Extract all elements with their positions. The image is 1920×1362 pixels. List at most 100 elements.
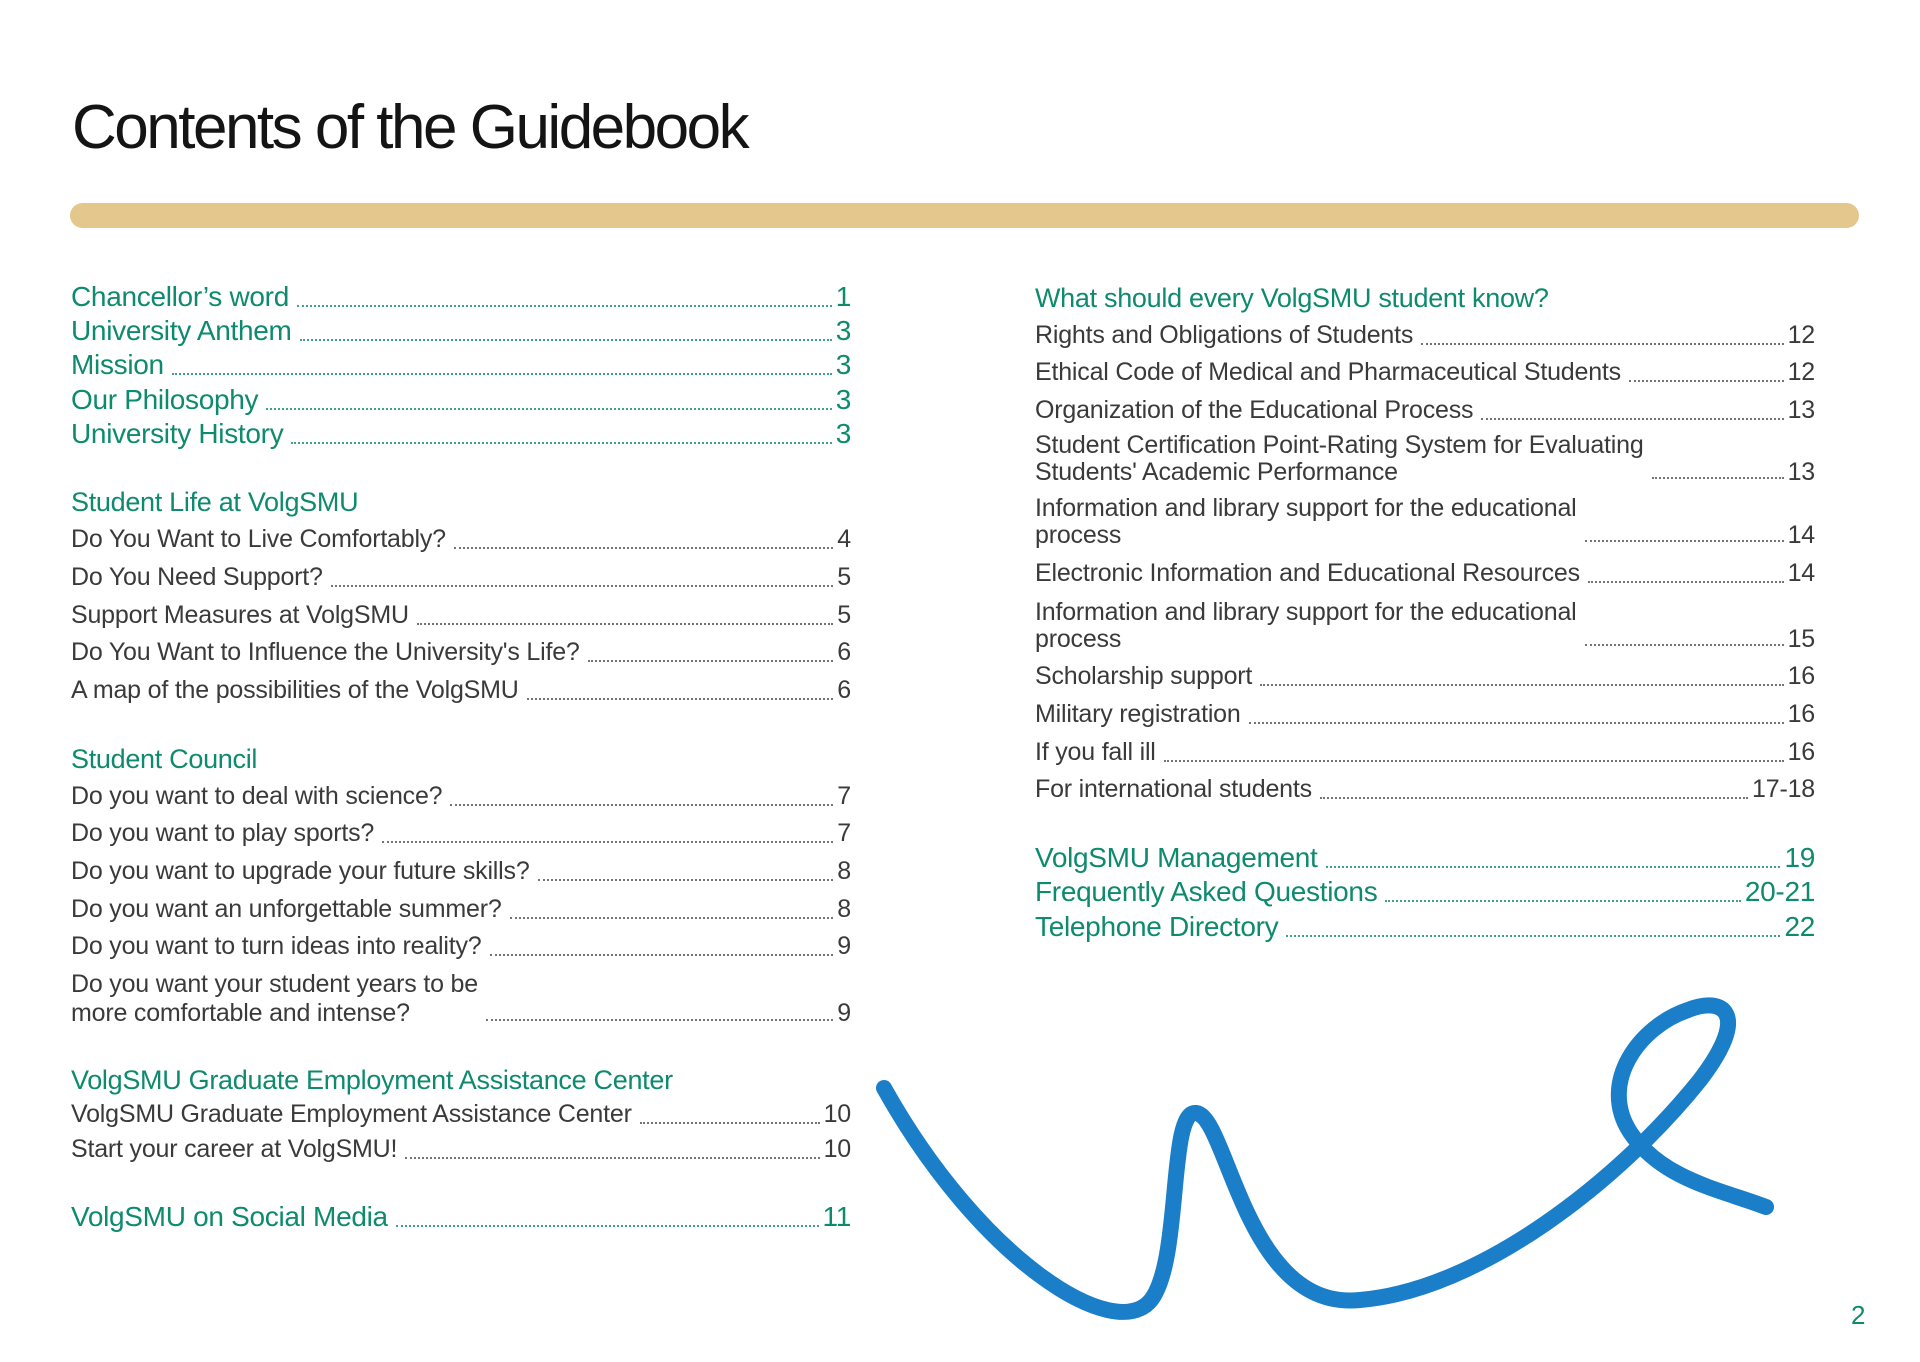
toc-entry[interactable]: Do You Want to Live Comfortably? 4 xyxy=(71,522,851,556)
toc-entry-label-line: Student Council xyxy=(71,744,258,774)
dotted-leader xyxy=(489,954,834,956)
dotted-leader xyxy=(1248,722,1784,724)
toc-entry-label: If you fall ill xyxy=(1035,735,1156,769)
toc-entry[interactable]: Do you want to turn ideas into reality? 9 xyxy=(71,929,851,963)
toc-entry[interactable]: Information and library support for the … xyxy=(1035,598,1815,653)
toc-entry-label: Information and library support for the … xyxy=(1035,598,1577,653)
toc-entry[interactable]: A map of the possibilities of the VolgSM… xyxy=(71,673,851,707)
toc-entry-label-line: Students' Academic Performance xyxy=(1035,457,1398,486)
toc-entry[interactable]: Do you want to play sports? 7 xyxy=(71,816,851,850)
toc-page-number: 9 xyxy=(837,932,851,960)
toc-entry[interactable]: Do you want to upgrade your future skill… xyxy=(71,854,851,888)
toc-entry[interactable]: Do You Want to Influence the University'… xyxy=(71,635,851,669)
toc-page-number: 11 xyxy=(822,1201,852,1232)
toc-entry-label: VolgSMU on Social Media xyxy=(71,1200,388,1234)
toc-entry[interactable]: Scholarship support 16 xyxy=(1035,659,1815,693)
toc-page-number: 3 xyxy=(835,384,852,415)
toc-entry[interactable]: Chancellor’s word 1 xyxy=(71,280,851,314)
toc-entry-label: A map of the possibilities of the VolgSM… xyxy=(71,673,519,707)
toc-entry[interactable]: Military registration 16 xyxy=(1035,697,1815,731)
toc-entry-label-line: VolgSMU Management xyxy=(1035,842,1318,873)
toc-entry-label-line: Rights and Obligations of Students xyxy=(1035,321,1414,349)
toc-entry-label: Do you want an unforgettable summer? xyxy=(71,892,502,926)
toc-entry-label: VolgSMU Graduate Employment Assistance C… xyxy=(71,1097,632,1131)
toc-page-number: 7 xyxy=(837,819,851,847)
toc-entry-label-line: process xyxy=(1035,520,1122,549)
toc-page-number: 13 xyxy=(1787,396,1816,424)
toc-entry[interactable]: VolgSMU Management 19 xyxy=(1035,841,1815,875)
toc-entry[interactable]: Student Certification Point-Rating Syste… xyxy=(1035,431,1815,486)
toc-page-number: 6 xyxy=(837,676,851,704)
toc-entry-label: VolgSMU Graduate Employment Assistance C… xyxy=(71,1063,673,1097)
toc-entry-label-line: Do you want to play sports? xyxy=(71,819,375,847)
toc-entry[interactable]: For international students 17-18 xyxy=(1035,772,1815,806)
toc-page-number: 3 xyxy=(835,418,852,449)
dotted-leader xyxy=(291,442,832,444)
toc-entry[interactable]: Ethical Code of Medical and Pharmaceutic… xyxy=(1035,355,1815,389)
toc-entry-label-line: Do you want to deal with science? xyxy=(71,782,443,810)
toc-entry-label-line: Chancellor’s word xyxy=(71,281,289,312)
toc-entry-label: Start your career at VolgSMU! xyxy=(71,1132,397,1166)
toc-entry-label: For international students xyxy=(1035,772,1312,806)
toc-entry[interactable]: Start your career at VolgSMU! 10 xyxy=(71,1132,851,1166)
toc-entry[interactable]: Information and library support for the … xyxy=(1035,494,1816,549)
toc-page-number: 3 xyxy=(835,315,852,346)
toc-entry[interactable]: Organization of the Educational Process 1… xyxy=(1035,393,1815,427)
toc-entry-label-line: For international students xyxy=(1035,775,1312,803)
toc-section-heading: What should every VolgSMU student know? xyxy=(1035,281,1815,315)
dotted-leader xyxy=(1651,476,1784,479)
toc-entry[interactable]: Do you want to deal with science? 7 xyxy=(71,779,851,813)
toc-entry-label-line: Electronic Information and Educational R… xyxy=(1035,559,1580,587)
toc-entry[interactable]: Our Philosophy 3 xyxy=(71,383,851,417)
toc-entry-label: Do You Want to Influence the University'… xyxy=(71,635,580,669)
toc-entry[interactable]: University History 3 xyxy=(71,417,851,451)
dotted-leader xyxy=(1163,760,1784,762)
toc-entry-label-line: Do you want to upgrade your future skill… xyxy=(71,857,530,885)
toc-page-number: 10 xyxy=(823,1100,852,1128)
toc-page-number: 12 xyxy=(1787,321,1816,349)
toc-entry[interactable]: Frequently Asked Questions 20-21 xyxy=(1035,875,1815,909)
toc-page-number: 16 xyxy=(1787,738,1816,766)
toc-page-number: 20-21 xyxy=(1744,876,1815,907)
toc-entry[interactable]: Support Measures at VolgSMU 5 xyxy=(71,598,851,632)
toc-entry-label-line: Scholarship support xyxy=(1035,662,1253,690)
toc-entry-label-line: Support Measures at VolgSMU xyxy=(71,601,409,629)
dotted-leader xyxy=(416,623,834,625)
dotted-leader xyxy=(1584,643,1784,646)
dotted-leader xyxy=(1260,684,1784,686)
toc-entry[interactable]: Mission 3 xyxy=(71,348,851,382)
toc-entry[interactable]: VolgSMU Graduate Employment Assistance C… xyxy=(71,1097,851,1131)
toc-page-number: 14 xyxy=(1787,520,1816,549)
toc-entry-label: Do You Want to Live Comfortably? xyxy=(71,522,446,556)
toc-entry-label: Do you want to turn ideas into reality? xyxy=(71,929,482,963)
dotted-leader xyxy=(1587,581,1784,583)
toc-entry[interactable]: Electronic Information and Educational R… xyxy=(1035,556,1815,590)
toc-entry-label: Military registration xyxy=(1035,697,1241,731)
dotted-leader xyxy=(330,585,834,587)
toc-page-number: 5 xyxy=(837,601,851,629)
toc-entry-label-line: VolgSMU on Social Media xyxy=(71,1201,388,1232)
dotted-leader xyxy=(450,804,834,806)
toc-entry-label-line: Do You Need Support? xyxy=(71,563,323,591)
dotted-leader xyxy=(1481,418,1784,420)
toc-entry[interactable]: Do you want an unforgettable summer? 8 xyxy=(71,892,851,926)
toc-entry[interactable]: Do You Need Support? 5 xyxy=(71,560,851,594)
toc-entry[interactable]: VolgSMU on Social Media 11 xyxy=(71,1200,851,1234)
toc-entry-label-line: Frequently Asked Questions xyxy=(1035,876,1378,907)
toc-page-number: 5 xyxy=(837,563,851,591)
dotted-leader xyxy=(382,841,834,843)
toc-entry[interactable]: Do you want your student years to be more… xyxy=(71,970,851,1028)
toc-entry-label: Do you want your student years to be more… xyxy=(71,970,478,1028)
toc-entry[interactable]: University Anthem 3 xyxy=(71,314,851,348)
toc-page-number: 16 xyxy=(1787,700,1816,728)
toc-entry-label: Student Council xyxy=(71,742,257,776)
toc-page-number: 22 xyxy=(1784,911,1815,942)
toc-entry-label: Do you want to upgrade your future skill… xyxy=(71,854,530,888)
toc-entry-label-line: Mission xyxy=(71,349,164,380)
dotted-leader xyxy=(509,917,834,919)
toc-entry[interactable]: If you fall ill 16 xyxy=(1035,735,1815,769)
toc-entry[interactable]: Telephone Directory 22 xyxy=(1035,910,1815,944)
toc-page-number: 19 xyxy=(1784,842,1815,873)
toc-entry[interactable]: Rights and Obligations of Students 12 xyxy=(1035,318,1815,352)
toc-entry-label-line: Telephone Directory xyxy=(1035,911,1279,942)
